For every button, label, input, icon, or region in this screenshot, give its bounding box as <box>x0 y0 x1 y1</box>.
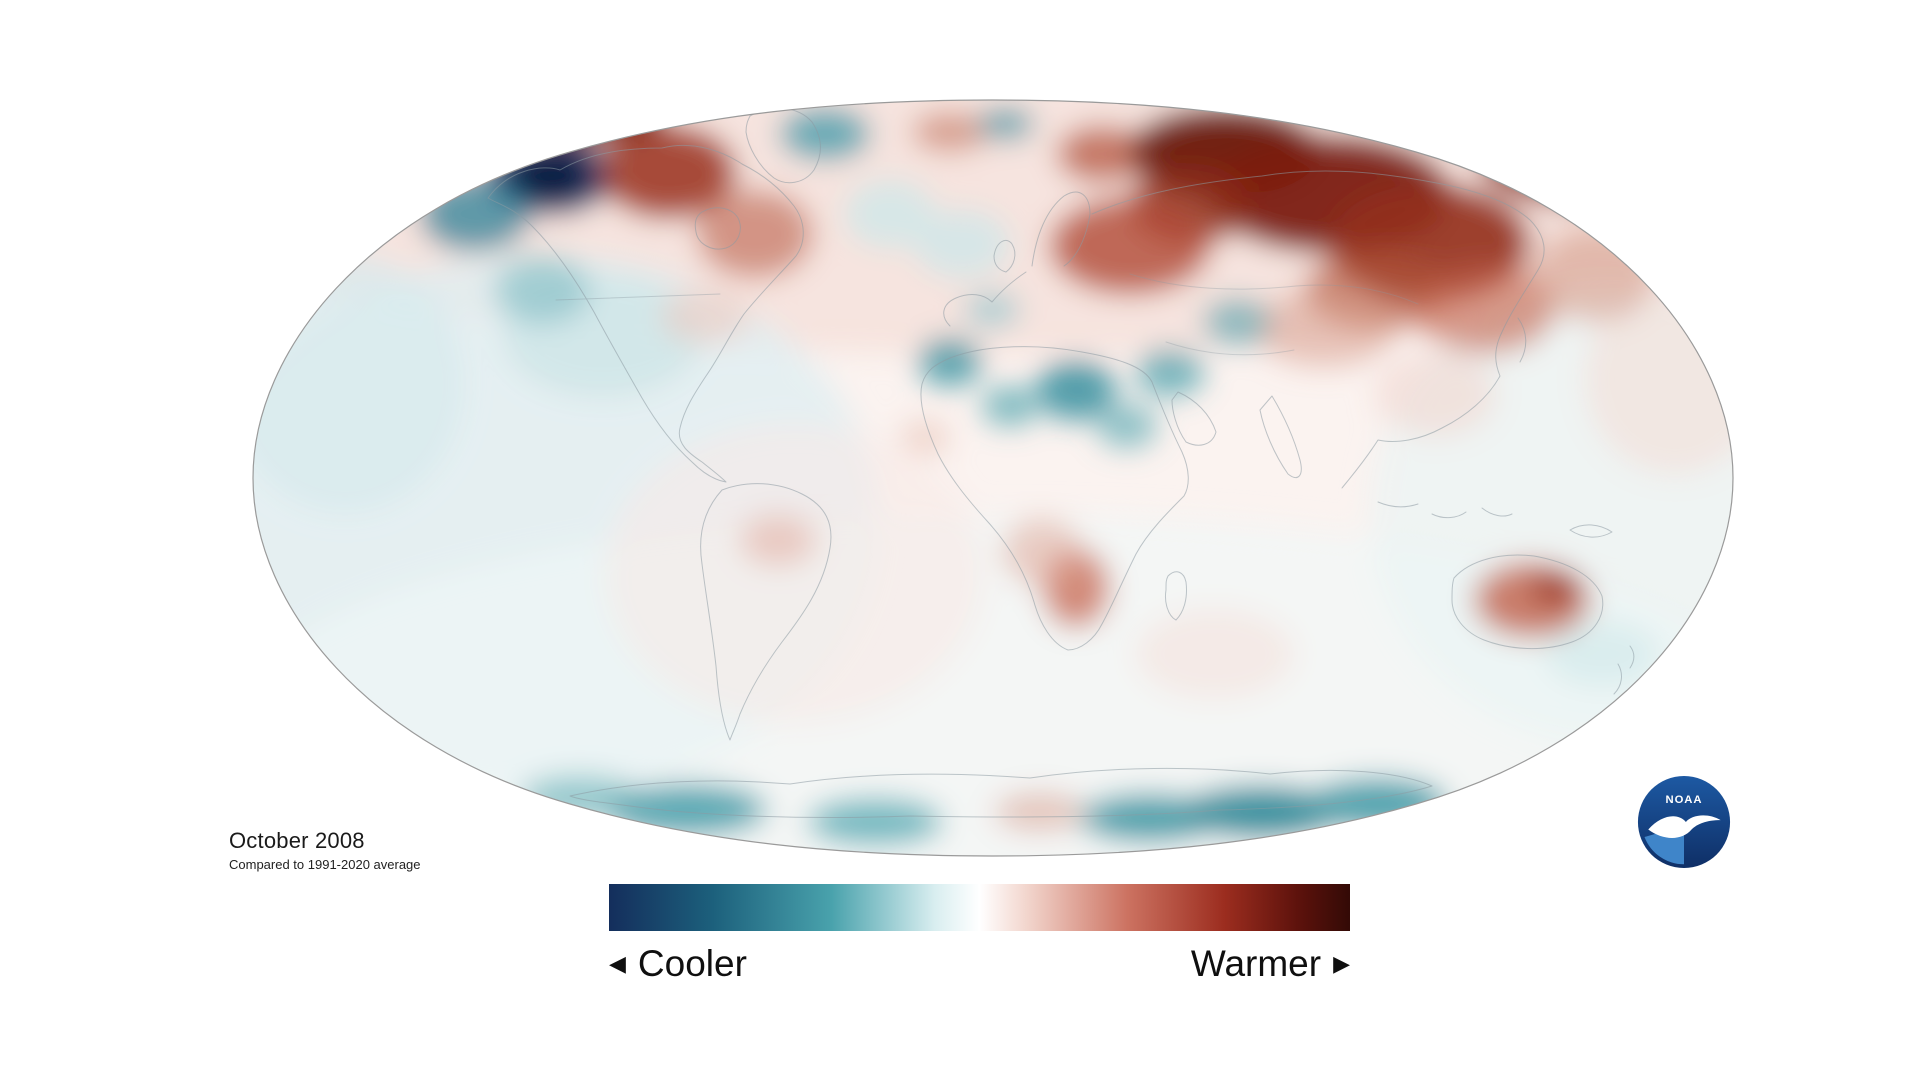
coastline-australia <box>1451 554 1604 649</box>
warmer-legend: Warmer ▶ <box>1191 943 1350 985</box>
coastline-north-america <box>487 144 804 483</box>
border-inner-asia <box>1165 341 1295 356</box>
border-central-asia <box>1129 273 1419 305</box>
anomaly-blob <box>494 256 590 324</box>
anomaly-blob <box>605 424 985 724</box>
warmer-arrow-icon: ▶ <box>1333 951 1350 976</box>
anomaly-blob <box>1036 360 1116 420</box>
anomaly-blob <box>1097 404 1157 448</box>
anomaly-blob <box>661 288 749 344</box>
map-caption: October 2008 Compared to 1991-2020 avera… <box>229 828 421 872</box>
coastline-indonesia <box>1377 501 1513 519</box>
anomaly-blob <box>525 100 665 141</box>
anomaly-blob <box>607 784 767 836</box>
coastline-scandinavia <box>1031 191 1091 267</box>
coastline-antarctica <box>569 767 1433 819</box>
coastline-new-guinea <box>1569 524 1613 538</box>
anomaly-blob <box>918 338 982 386</box>
map-outline <box>252 99 1734 857</box>
cooler-label: Cooler <box>637 943 747 984</box>
noaa-logo-svg: NOAA <box>1637 775 1731 869</box>
anomaly-blob <box>1255 291 1395 367</box>
anomaly-blob <box>1415 264 1555 354</box>
noaa-logo-gull-icon <box>1648 815 1721 838</box>
coastline-asia <box>1091 170 1545 489</box>
anomaly-blob <box>510 152 590 200</box>
anomaly-blob <box>1002 518 1082 586</box>
anomaly-blob <box>780 108 870 160</box>
coastline-greenland <box>745 107 821 184</box>
coastline-hudson-bay <box>694 207 741 250</box>
anomaly-blob <box>740 514 816 566</box>
coastline-japan <box>1517 317 1527 363</box>
anomaly-blob <box>914 210 1010 278</box>
cooler-arrow-icon: ◀ <box>609 951 626 976</box>
anomaly-blob <box>1136 348 1204 396</box>
anomaly-blob <box>964 292 1020 328</box>
anomaly-blob <box>1375 352 1495 436</box>
border-us-canada <box>555 293 721 301</box>
coastline-europe <box>943 271 1027 327</box>
world-anomaly-map <box>250 94 1737 862</box>
noaa-logo-text: NOAA <box>1666 794 1703 806</box>
anomaly-blob <box>845 180 935 248</box>
anomaly-blob <box>807 798 943 846</box>
legend-labels: ◀ Cooler Warmer ▶ <box>609 943 1350 985</box>
coastlines <box>487 107 1635 819</box>
anomaly-blob <box>1135 608 1295 700</box>
anomaly-blob <box>978 108 1034 140</box>
colorbar <box>609 884 1350 931</box>
noaa-logo: NOAA <box>1637 775 1731 869</box>
anomaly-blob <box>1050 198 1210 294</box>
coastline-arabia <box>1171 391 1217 446</box>
anomaly-blob <box>1057 126 1147 182</box>
coastline-africa <box>920 346 1189 651</box>
coastline-south-america <box>700 483 832 741</box>
anomaly-blob <box>912 112 988 152</box>
anomaly-blob <box>1480 124 1660 204</box>
cooler-legend: ◀ Cooler <box>609 943 747 985</box>
warmer-label: Warmer <box>1190 943 1322 984</box>
map-baseline-subtitle: Compared to 1991-2020 average <box>229 857 421 872</box>
anomaly-blob <box>1182 786 1342 838</box>
anomaly-blob <box>982 386 1038 426</box>
map-svg <box>252 99 1734 857</box>
coastline-britain <box>993 240 1016 273</box>
coastline-new-zealand <box>1613 645 1635 695</box>
anomaly-blob <box>1535 226 1655 322</box>
anomaly-blob <box>1546 622 1658 686</box>
color-scale-legend: ◀ Cooler Warmer ▶ <box>609 884 1350 985</box>
anomaly-blob <box>901 420 949 456</box>
anomaly-blob <box>1203 298 1271 346</box>
anomaly-blob <box>994 792 1086 832</box>
anomaly-blob <box>697 190 813 278</box>
coastline-madagascar <box>1165 571 1187 621</box>
map-date-title: October 2008 <box>229 828 365 853</box>
coastline-india <box>1259 395 1302 478</box>
anomaly-blob <box>1530 570 1582 606</box>
